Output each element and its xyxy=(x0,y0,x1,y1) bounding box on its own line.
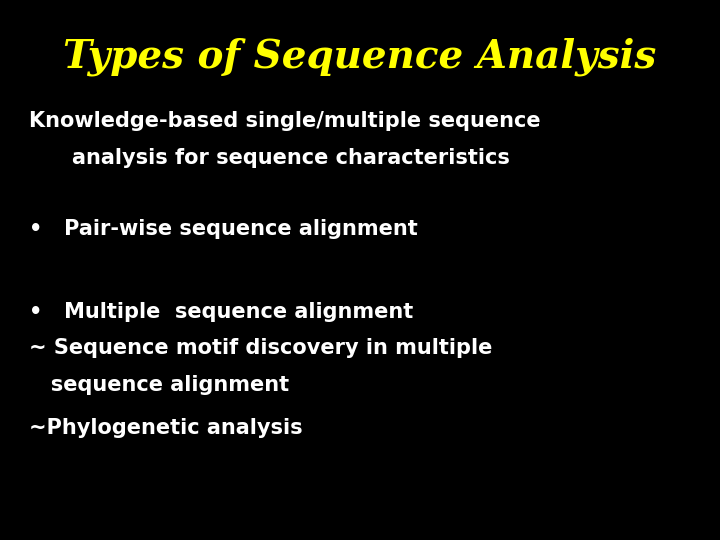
Text: •   Pair-wise sequence alignment: • Pair-wise sequence alignment xyxy=(29,219,418,239)
Text: •   Multiple  sequence alignment: • Multiple sequence alignment xyxy=(29,302,413,322)
Text: Knowledge-based single/multiple sequence: Knowledge-based single/multiple sequence xyxy=(29,111,541,131)
Text: ~Phylogenetic analysis: ~Phylogenetic analysis xyxy=(29,418,302,438)
Text: sequence alignment: sequence alignment xyxy=(29,375,289,395)
Text: ~ Sequence motif discovery in multiple: ~ Sequence motif discovery in multiple xyxy=(29,338,492,357)
Text: Types of Sequence Analysis: Types of Sequence Analysis xyxy=(63,38,657,76)
Text: analysis for sequence characteristics: analysis for sequence characteristics xyxy=(72,148,510,168)
